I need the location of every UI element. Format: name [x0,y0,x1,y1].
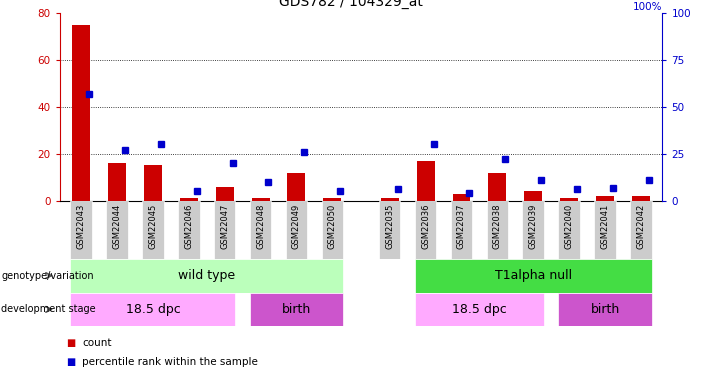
Text: percentile rank within the sample: percentile rank within the sample [82,357,258,367]
Bar [322,201,343,259]
Text: GSM22046: GSM22046 [184,204,193,249]
Bar [379,201,400,259]
Bar [179,198,198,201]
Bar [632,196,650,201]
Text: GSM22044: GSM22044 [112,204,121,249]
Bar [594,201,615,259]
Bar [559,201,580,259]
Bar [178,201,200,259]
Bar [287,172,306,201]
Bar [250,292,343,326]
Text: count: count [82,338,111,348]
Bar [596,196,614,201]
Text: GSM22043: GSM22043 [76,204,86,249]
Bar [451,201,472,259]
Bar [72,25,90,201]
Bar [522,201,544,259]
Bar [285,201,307,259]
Bar [144,165,162,201]
Text: GSM22039: GSM22039 [529,204,538,249]
Text: genotype/variation: genotype/variation [1,271,94,280]
Bar [323,198,341,201]
Text: 100%: 100% [633,2,662,12]
Text: GSM22045: GSM22045 [149,204,158,249]
Bar [381,198,399,201]
Text: birth: birth [590,303,620,316]
Bar [630,201,652,259]
Text: GSM22042: GSM22042 [637,204,646,249]
Bar [107,201,128,259]
Text: GSM22035: GSM22035 [386,204,394,249]
Text: GSM22037: GSM22037 [457,204,466,249]
Text: GSM22049: GSM22049 [292,204,301,249]
Bar [453,194,470,201]
Bar [415,259,652,292]
Bar [108,163,126,201]
Bar [560,198,578,201]
Text: GSM22041: GSM22041 [601,204,610,249]
Text: GSM22038: GSM22038 [493,204,502,249]
Bar [70,259,343,292]
Bar [70,292,236,326]
Text: ■: ■ [67,357,76,367]
Bar [416,161,435,201]
Text: development stage: development stage [1,304,96,314]
Bar [415,201,436,259]
Text: GSM22048: GSM22048 [256,204,265,249]
Text: GSM22050: GSM22050 [328,204,336,249]
Text: GSM22047: GSM22047 [220,204,229,249]
Text: GDS782 / 104329_at: GDS782 / 104329_at [278,0,423,9]
Bar [216,187,233,201]
Text: GSM22040: GSM22040 [564,204,573,249]
Text: 18.5 dpc: 18.5 dpc [452,303,507,316]
Bar [70,201,92,259]
Text: wild type: wild type [178,269,236,282]
Text: GSM22036: GSM22036 [421,204,430,249]
Bar [142,201,163,259]
Bar [524,191,543,201]
Text: ■: ■ [67,338,76,348]
Text: birth: birth [282,303,311,316]
Bar [559,292,652,326]
Bar [252,198,269,201]
Text: T1alpha null: T1alpha null [495,269,572,282]
Bar [214,201,236,259]
Bar [486,201,508,259]
Bar [415,292,544,326]
Text: 18.5 dpc: 18.5 dpc [125,303,180,316]
Bar [489,172,506,201]
Bar [250,201,271,259]
